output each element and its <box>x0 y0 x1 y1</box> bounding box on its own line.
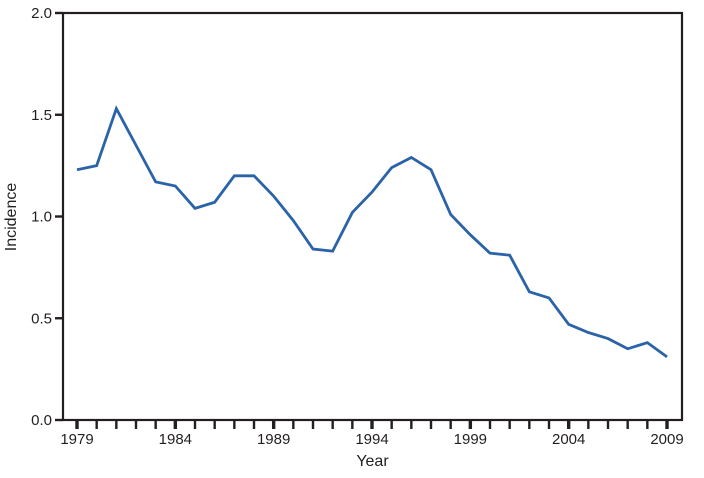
x-tick-label: 1984 <box>159 431 192 448</box>
x-tick-label: 1994 <box>355 431 388 448</box>
y-tick-label: 1.5 <box>31 107 52 124</box>
x-tick-label: 1989 <box>257 431 290 448</box>
x-tick-label: 1999 <box>454 431 487 448</box>
x-axis-title: Year <box>356 453 389 470</box>
x-tick-label: 2009 <box>650 431 683 448</box>
incidence-line <box>76 105 668 359</box>
y-tick-label: 0.0 <box>31 412 52 429</box>
y-axis-title: Incidence <box>3 183 20 252</box>
y-tick-label: 0.5 <box>31 310 52 327</box>
y-tick-label: 1.0 <box>31 209 52 226</box>
y-tick-label: 2.0 <box>31 5 52 22</box>
x-tick-label: 1979 <box>60 431 93 448</box>
plot-frame <box>61 11 684 422</box>
x-tick-label: 2004 <box>552 431 585 448</box>
